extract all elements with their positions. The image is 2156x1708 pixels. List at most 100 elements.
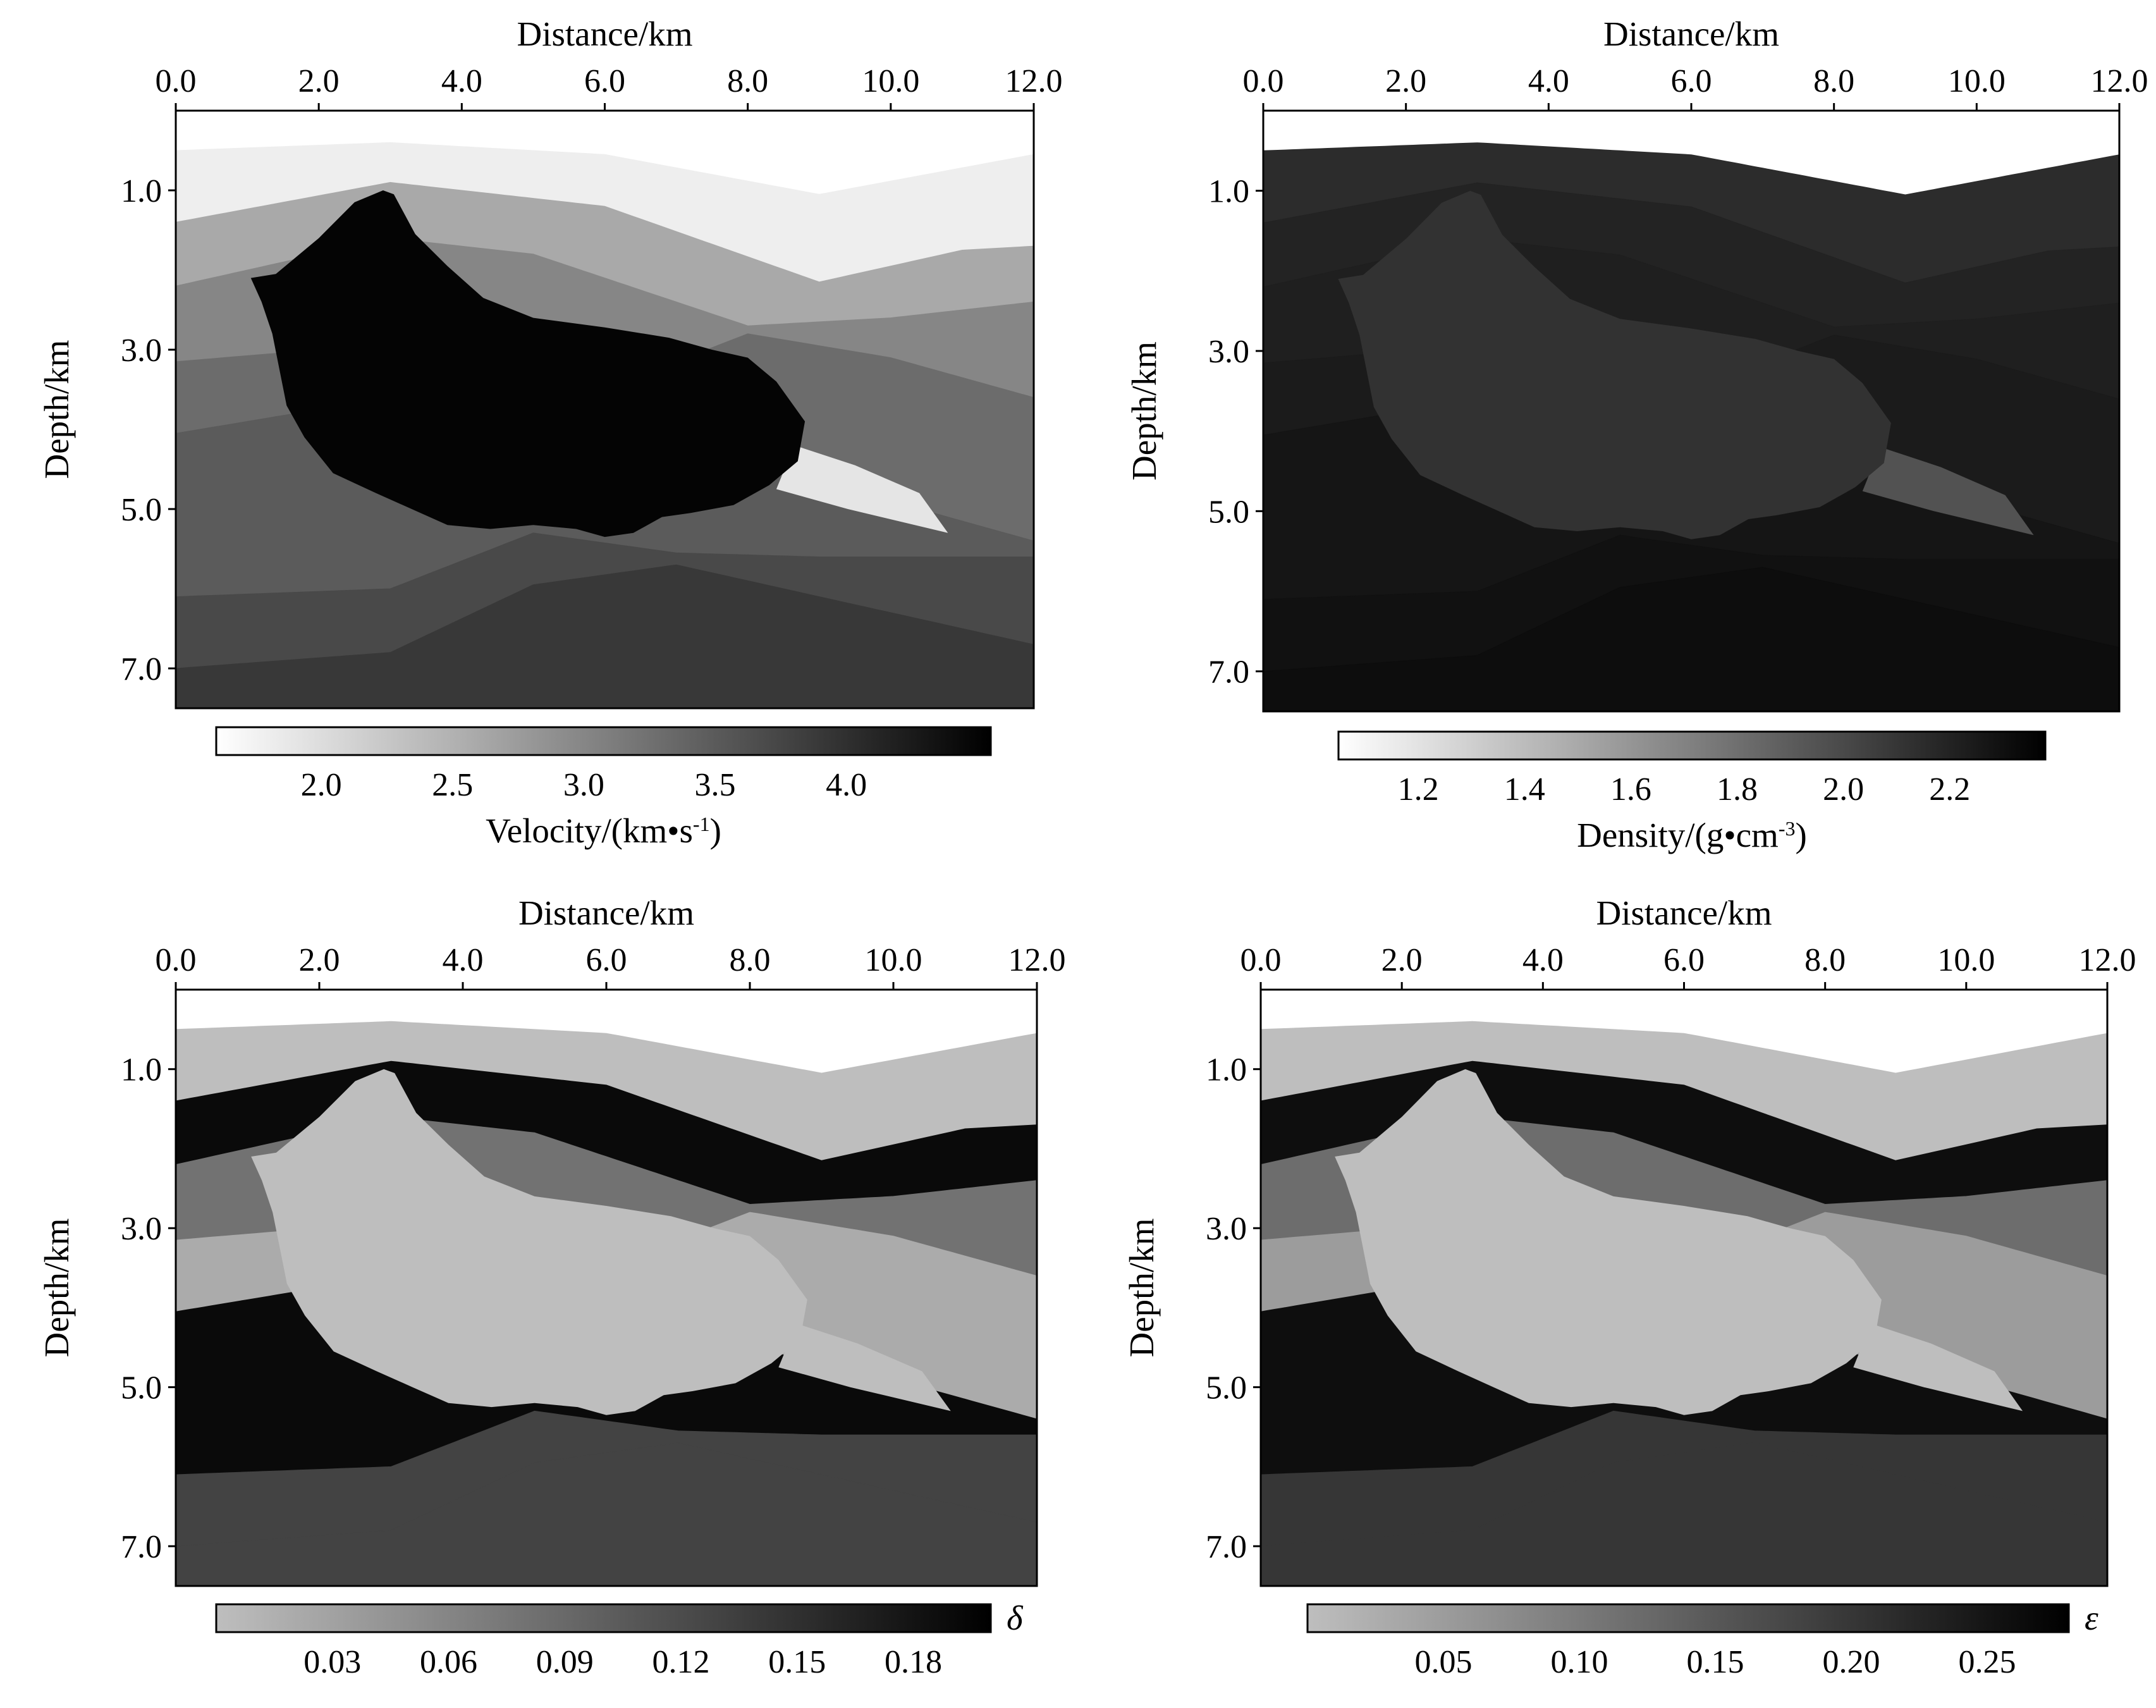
salt-body bbox=[1335, 1069, 1882, 1415]
x-tick-label: 0.0 bbox=[1240, 942, 1282, 978]
colorbar-tick-label: 3.5 bbox=[694, 767, 735, 803]
salt-body bbox=[251, 1069, 807, 1415]
y-tick-label: 3.0 bbox=[121, 1211, 162, 1247]
y-tick-label: 1.0 bbox=[1206, 1052, 1247, 1088]
colorbar-tick-label: 0.15 bbox=[768, 1644, 826, 1680]
panel-density: 0.0 2.0 4.0 6.0 8.0 10.0 12.0 Distance/km 1.0 3.0… bbox=[1125, 15, 2148, 854]
salt-body bbox=[250, 190, 805, 538]
y-tick-label: 3.0 bbox=[1206, 1211, 1247, 1247]
x-axis-title: Distance/km bbox=[1596, 894, 1772, 932]
x-tick-label: 12.0 bbox=[1005, 63, 1063, 99]
colorbar-tick-label: 0.03 bbox=[303, 1644, 361, 1680]
y-tick-label: 7.0 bbox=[1208, 654, 1249, 691]
x-tick-label: 10.0 bbox=[1937, 942, 1995, 978]
colorbar-label-dot: • bbox=[667, 811, 679, 850]
colorbar-tick-label: 1.2 bbox=[1398, 771, 1439, 808]
colorbar-tick-label: 0.10 bbox=[1551, 1644, 1608, 1680]
thin-layer bbox=[778, 1324, 951, 1411]
x-tick-label: 12.0 bbox=[2091, 63, 2148, 99]
y-tick-label: 5.0 bbox=[121, 1370, 162, 1406]
model-layer-7 bbox=[1263, 567, 2119, 711]
x-axis-title: Distance/km bbox=[518, 894, 694, 932]
thin-layer bbox=[776, 445, 948, 533]
x-tick-label: 6.0 bbox=[584, 63, 625, 99]
colorbar bbox=[215, 726, 992, 756]
colorbar-symbol: δ bbox=[1007, 1599, 1024, 1637]
x-tick-label: 10.0 bbox=[862, 63, 919, 99]
colorbar-tick-label: 0.15 bbox=[1687, 1644, 1744, 1680]
y-tick-label: 3.0 bbox=[1208, 334, 1249, 370]
colorbar-tick-label: 0.12 bbox=[652, 1644, 710, 1680]
colorbar-label-close: ) bbox=[710, 811, 721, 850]
panel-delta: 0.0 2.0 4.0 6.0 8.0 10.0 12.0 Distance/km 1.0 3.0… bbox=[37, 894, 1066, 1680]
panel-epsilon: 0.0 2.0 4.0 6.0 8.0 10.0 12.0 Distance/km 1.0 3.0… bbox=[1122, 894, 2136, 1680]
x-tick-label: 12.0 bbox=[1008, 942, 1066, 978]
x-tick-label: 0.0 bbox=[1243, 63, 1284, 99]
colorbar-label-dot: • bbox=[1724, 816, 1736, 854]
y-axis-title: Depth/km bbox=[37, 1219, 76, 1358]
model-layer-7 bbox=[176, 564, 1034, 708]
model-image bbox=[1263, 111, 2119, 711]
y-tick-label: 5.0 bbox=[1206, 1370, 1247, 1406]
x-tick-label: 8.0 bbox=[727, 63, 768, 99]
salt-body bbox=[1338, 190, 1891, 539]
colorbar-tick-label: 2.2 bbox=[1929, 771, 1970, 808]
model-image bbox=[176, 111, 1034, 708]
model-layer-7 bbox=[1261, 1442, 2107, 1586]
x-tick-label: 8.0 bbox=[1813, 63, 1854, 99]
colorbar-tick-label: 0.20 bbox=[1823, 1644, 1880, 1680]
y-axis-title: Depth/km bbox=[37, 340, 76, 479]
y-tick-label: 5.0 bbox=[121, 492, 162, 528]
x-tick-label: 4.0 bbox=[1528, 63, 1569, 99]
colorbar bbox=[215, 1603, 992, 1633]
colorbar-label-main: Density/(g bbox=[1577, 816, 1724, 854]
colorbar-tick-label: 0.06 bbox=[420, 1644, 477, 1680]
colorbar-label-sup: -1 bbox=[693, 813, 710, 835]
colorbar-label-unit: cm bbox=[1736, 816, 1779, 854]
x-tick-label: 2.0 bbox=[298, 63, 340, 99]
model-layer-7 bbox=[176, 1442, 1037, 1586]
colorbar-tick-label: 1.8 bbox=[1717, 771, 1758, 808]
x-tick-label: 6.0 bbox=[586, 942, 627, 978]
x-tick-label: 0.0 bbox=[156, 942, 197, 978]
x-tick-label: 4.0 bbox=[1522, 942, 1564, 978]
x-tick-label: 0.0 bbox=[156, 63, 197, 99]
x-tick-label: 2.0 bbox=[1381, 942, 1423, 978]
colorbar-tick-label: 2.5 bbox=[432, 767, 473, 803]
x-tick-label: 8.0 bbox=[1804, 942, 1846, 978]
x-tick-label: 12.0 bbox=[2079, 942, 2136, 978]
model-image bbox=[1261, 990, 2107, 1586]
y-tick-label: 7.0 bbox=[1206, 1529, 1247, 1565]
y-tick-label: 7.0 bbox=[121, 651, 162, 687]
x-tick-label: 6.0 bbox=[1663, 942, 1705, 978]
x-axis-title: Distance/km bbox=[1603, 15, 1779, 53]
x-tick-label: 4.0 bbox=[443, 942, 484, 978]
y-tick-label: 1.0 bbox=[1208, 174, 1249, 210]
colorbar bbox=[1337, 730, 2047, 761]
x-tick-label: 8.0 bbox=[730, 942, 771, 978]
colorbar-label-main: Velocity/(km bbox=[486, 811, 667, 850]
colorbar-tick-label: 0.25 bbox=[1959, 1644, 2016, 1680]
x-tick-label: 4.0 bbox=[441, 63, 482, 99]
colorbar-tick-label: 2.0 bbox=[1823, 771, 1864, 808]
colorbar-tick-label: 2.0 bbox=[301, 767, 342, 803]
y-tick-label: 3.0 bbox=[121, 333, 162, 369]
colorbar-symbol: ε bbox=[2085, 1599, 2098, 1637]
colorbar-tick-label: 4.0 bbox=[826, 767, 867, 803]
colorbar-tick-label: 0.05 bbox=[1415, 1644, 1473, 1680]
colorbar-tick-label: 3.0 bbox=[563, 767, 604, 803]
colorbar-label-close: ) bbox=[1796, 816, 1807, 854]
colorbar-label-unit: s bbox=[680, 811, 693, 850]
thin-layer bbox=[1862, 447, 2034, 536]
colorbar-tick-label: 0.18 bbox=[885, 1644, 942, 1680]
y-tick-label: 5.0 bbox=[1208, 494, 1249, 530]
colorbar-tick-label: 0.09 bbox=[536, 1644, 594, 1680]
colorbar bbox=[1306, 1603, 2070, 1633]
x-tick-label: 2.0 bbox=[1385, 63, 1426, 99]
x-tick-label: 2.0 bbox=[299, 942, 340, 978]
thin-layer bbox=[1853, 1324, 2023, 1411]
y-axis-title: Depth/km bbox=[1125, 341, 1163, 481]
y-tick-label: 1.0 bbox=[121, 1052, 162, 1088]
colorbar-label: Velocity/(km•s-1) bbox=[486, 811, 721, 850]
